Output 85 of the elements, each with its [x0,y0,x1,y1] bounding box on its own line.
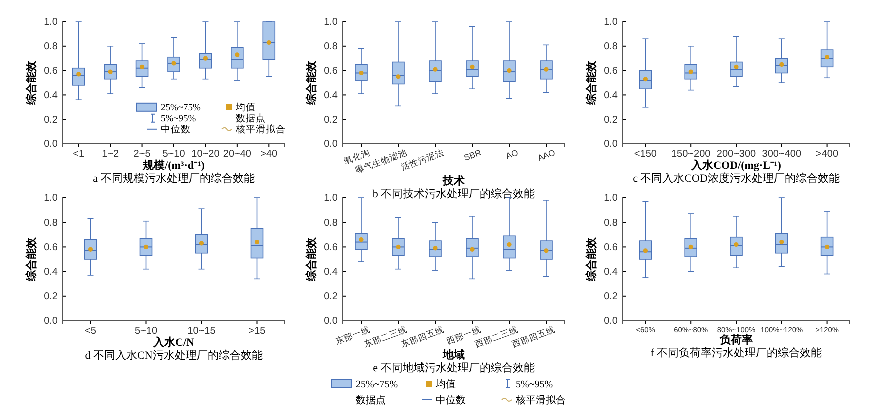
x-tick-label: 1~2 [102,149,120,160]
y-tick-label: 0.6 [44,66,58,77]
y-tick-label: 0.2 [324,292,338,303]
y-tick-label: 0.0 [44,316,58,328]
y-tick-label: 0.4 [604,90,618,102]
y-axis-title: 综合能效 [305,60,318,106]
text: 中位数 [436,394,466,406]
text: 5%~95% [516,380,554,390]
annotation: 数据点 [236,112,266,125]
y-tick-label: 0.0 [604,316,618,328]
x-axis-title: 规模/(m³·d⁻¹) [142,159,206,172]
text: 25%~75% [356,380,398,390]
y-tick-label: 0.2 [324,114,338,126]
x-tick-label: >400 [816,149,839,160]
y-tick-label: 0.4 [604,267,618,278]
x-tick-label: 10~15 [188,326,216,338]
y-axis-title: 综合能效 [585,60,598,106]
y-tick-label: 0.2 [44,114,58,126]
x-tick-label: <1 [73,149,85,160]
x-tick-label: 300~400 [762,149,802,160]
x-tick-label: SBR [462,148,483,163]
y-tick-label: 0.6 [44,242,58,254]
annotation: 均值 [235,102,256,114]
x-tick-label: <5 [85,326,97,338]
y-tick-label: 0.8 [324,218,338,229]
x-axis-title: 入水COD/(mg·L⁻¹) [690,159,782,172]
annotation: 25%~75% [161,104,202,114]
y-axis-title: 综合能效 [585,236,598,282]
x-tick-label: 5~10 [134,326,158,338]
x-tick-label: 2~5 [134,149,152,160]
text: 数据点 [356,394,386,406]
text: f 不同负荷率污水处理厂的综合效能 [650,346,822,360]
annotation: 5%~95% [161,114,196,125]
y-tick-label: 0.8 [44,42,58,53]
y-tick-label: 1.0 [44,193,58,204]
x-tick-label: AO [504,147,520,162]
y-tick-label: 0.8 [324,42,338,53]
x-axis-title: 负荷率 [719,333,753,346]
y-tick-label: 0.4 [44,90,58,102]
y-tick-label: 1.0 [324,17,338,28]
y-tick-label: 0.6 [324,66,338,77]
x-axis-title: 技术 [442,174,465,188]
x-axis-title: 入水C/N [152,336,195,350]
text: a 不同规模污水处理厂的综合效能 [93,172,255,186]
y-tick-label: 0.0 [604,139,618,150]
x-tick-label: 150~200 [671,149,712,160]
y-tick-label: 0.2 [44,292,58,303]
y-tick-label: 0.8 [604,218,618,229]
y-tick-label: 0.6 [604,66,618,77]
y-tick-label: 0.8 [604,42,618,53]
x-tick-label: AAO [536,147,558,164]
text: d 不同入水CN污水处理厂的综合效能 [85,349,263,362]
text: b 不同技术污水处理厂的综合效能 [372,187,536,200]
x-tick-label: 5~10 [162,149,186,160]
y-tick-label: 1.0 [604,193,618,204]
x-tick-label: 20~40 [223,149,252,160]
y-tick-label: 1.0 [44,17,58,28]
y-tick-label: 0.0 [44,139,58,150]
y-tick-label: 0.8 [44,218,58,229]
text: e 不同地域污水处理厂的综合效能 [373,361,535,374]
y-tick-label: 0.2 [604,114,618,126]
y-axis-title: 综合能效 [25,60,38,106]
x-tick-label: <150 [634,149,658,160]
y-tick-label: 1.0 [604,17,618,28]
y-tick-label: 0.4 [324,90,338,102]
text: c 不同入水COD浓度污水处理厂的综合效能 [633,172,840,186]
y-tick-label: 0.6 [604,242,618,254]
x-axis-title: 地域 [442,348,465,362]
text: 均值 [435,378,456,390]
x-tick-label: >15 [248,326,266,338]
y-tick-label: 1.0 [324,193,338,204]
x-tick-label: 200~300 [716,149,757,160]
y-tick-label: 0.4 [44,267,58,278]
y-axis-title: 综合能效 [305,236,318,282]
annotation: 中位数 [161,124,191,136]
y-tick-label: 0.0 [324,316,338,328]
y-tick-label: 0.6 [324,242,338,254]
y-tick-label: 0.0 [324,139,338,150]
x-tick-label: >40 [260,149,278,160]
annotation: 核平滑拟合 [235,124,286,136]
y-tick-label: 0.4 [324,267,338,278]
y-tick-label: 0.2 [604,292,618,303]
text: 核平滑拟合 [515,394,566,406]
x-tick-label: 10~20 [192,149,220,160]
y-axis-title: 综合能效 [25,236,38,282]
